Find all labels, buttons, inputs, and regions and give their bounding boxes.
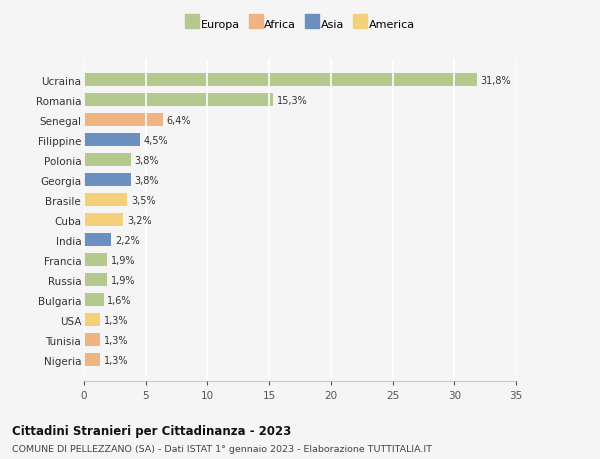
Text: 3,8%: 3,8% bbox=[134, 175, 159, 185]
Bar bbox=[84, 174, 131, 187]
Text: 1,3%: 1,3% bbox=[104, 335, 128, 345]
Text: 6,4%: 6,4% bbox=[167, 116, 191, 126]
Bar bbox=[84, 274, 107, 286]
Text: 1,9%: 1,9% bbox=[111, 255, 136, 265]
Text: Cittadini Stranieri per Cittadinanza - 2023: Cittadini Stranieri per Cittadinanza - 2… bbox=[12, 424, 291, 437]
Text: 15,3%: 15,3% bbox=[277, 96, 307, 106]
Text: 1,9%: 1,9% bbox=[111, 275, 136, 285]
Bar bbox=[84, 254, 107, 267]
Bar bbox=[84, 353, 100, 366]
Bar bbox=[84, 134, 140, 147]
Bar bbox=[84, 94, 273, 107]
Text: 1,3%: 1,3% bbox=[104, 355, 128, 365]
Text: 3,8%: 3,8% bbox=[134, 156, 159, 166]
Text: 2,2%: 2,2% bbox=[115, 235, 140, 245]
Bar bbox=[84, 214, 124, 227]
Bar bbox=[84, 334, 100, 347]
Bar bbox=[84, 234, 111, 247]
Text: 31,8%: 31,8% bbox=[480, 76, 511, 86]
Text: 4,5%: 4,5% bbox=[143, 135, 168, 146]
Text: COMUNE DI PELLEZZANO (SA) - Dati ISTAT 1° gennaio 2023 - Elaborazione TUTTITALIA: COMUNE DI PELLEZZANO (SA) - Dati ISTAT 1… bbox=[12, 444, 432, 453]
Text: 3,5%: 3,5% bbox=[131, 196, 155, 205]
Bar bbox=[84, 74, 476, 87]
Bar bbox=[84, 313, 100, 326]
Legend: Europa, Africa, Asia, America: Europa, Africa, Asia, America bbox=[183, 17, 417, 32]
Bar bbox=[84, 154, 131, 167]
Text: 1,6%: 1,6% bbox=[107, 295, 132, 305]
Bar bbox=[84, 194, 127, 207]
Bar bbox=[84, 114, 163, 127]
Bar bbox=[84, 294, 104, 307]
Text: 3,2%: 3,2% bbox=[127, 215, 152, 225]
Text: 1,3%: 1,3% bbox=[104, 315, 128, 325]
